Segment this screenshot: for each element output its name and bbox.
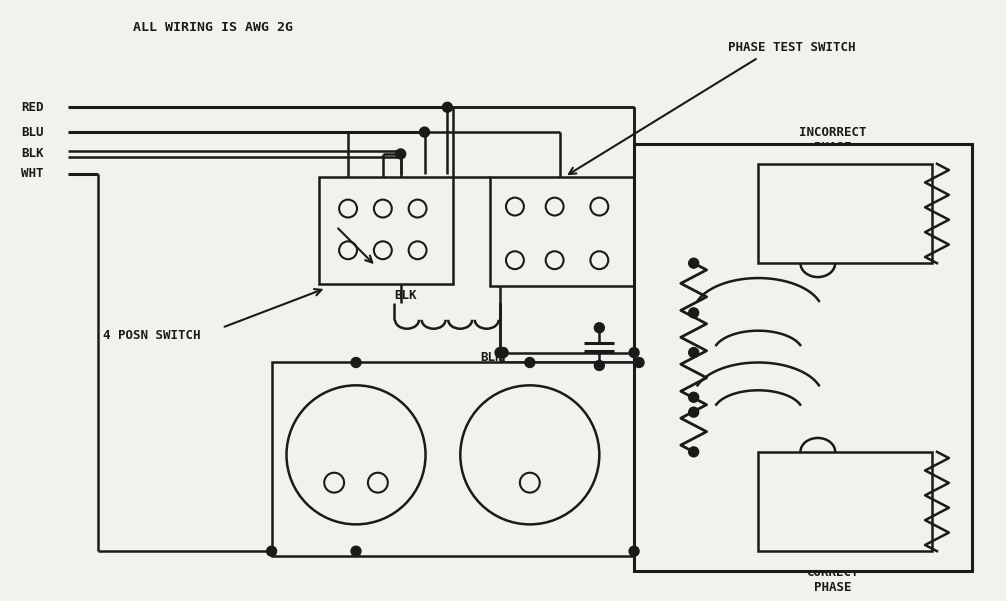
- Circle shape: [498, 347, 508, 358]
- Circle shape: [545, 198, 563, 216]
- Circle shape: [408, 200, 427, 218]
- Circle shape: [461, 385, 600, 524]
- Circle shape: [287, 385, 426, 524]
- Circle shape: [520, 473, 540, 493]
- Circle shape: [395, 149, 405, 159]
- Text: BLK: BLK: [480, 351, 503, 364]
- Text: VOLTS: VOLTS: [337, 433, 375, 447]
- Bar: [634, 144, 972, 571]
- Text: WHT: WHT: [21, 167, 44, 180]
- Circle shape: [525, 358, 535, 367]
- Circle shape: [629, 546, 639, 556]
- Circle shape: [408, 242, 427, 259]
- Circle shape: [351, 358, 361, 367]
- Text: CORRECT
PHASE: CORRECT PHASE: [807, 566, 859, 594]
- Text: 4 POSN SWITCH: 4 POSN SWITCH: [103, 329, 200, 342]
- Text: BLK: BLK: [21, 147, 44, 160]
- Circle shape: [368, 473, 387, 493]
- Text: INCORRECT
PHASE: INCORRECT PHASE: [799, 126, 866, 154]
- Circle shape: [267, 546, 277, 556]
- Circle shape: [595, 323, 605, 333]
- Circle shape: [591, 251, 609, 269]
- Circle shape: [689, 392, 698, 402]
- Circle shape: [374, 242, 391, 259]
- Circle shape: [351, 546, 361, 556]
- Text: PHASE TEST SWITCH: PHASE TEST SWITCH: [728, 41, 856, 54]
- Text: BLU: BLU: [21, 126, 44, 139]
- Circle shape: [545, 251, 563, 269]
- Circle shape: [689, 447, 698, 457]
- Circle shape: [495, 347, 505, 358]
- Circle shape: [339, 242, 357, 259]
- Bar: [759, 164, 932, 263]
- Circle shape: [689, 407, 698, 417]
- Circle shape: [634, 358, 644, 367]
- Circle shape: [689, 308, 698, 318]
- Circle shape: [506, 251, 524, 269]
- Circle shape: [629, 347, 639, 358]
- Text: ALL WIRING IS AWG 2G: ALL WIRING IS AWG 2G: [133, 21, 293, 34]
- Text: RED: RED: [21, 101, 44, 114]
- Circle shape: [339, 200, 357, 218]
- Circle shape: [591, 198, 609, 216]
- Text: BLK: BLK: [393, 290, 416, 302]
- Circle shape: [498, 347, 508, 358]
- Bar: [490, 177, 634, 286]
- Circle shape: [689, 258, 698, 268]
- Circle shape: [443, 102, 453, 112]
- Bar: [272, 362, 639, 556]
- Circle shape: [506, 198, 524, 216]
- Text: CYCLES: CYCLES: [507, 433, 552, 447]
- Circle shape: [374, 200, 391, 218]
- Circle shape: [324, 473, 344, 493]
- Bar: [759, 452, 932, 551]
- Circle shape: [595, 361, 605, 370]
- Circle shape: [689, 347, 698, 358]
- Bar: [319, 177, 454, 284]
- Circle shape: [420, 127, 430, 137]
